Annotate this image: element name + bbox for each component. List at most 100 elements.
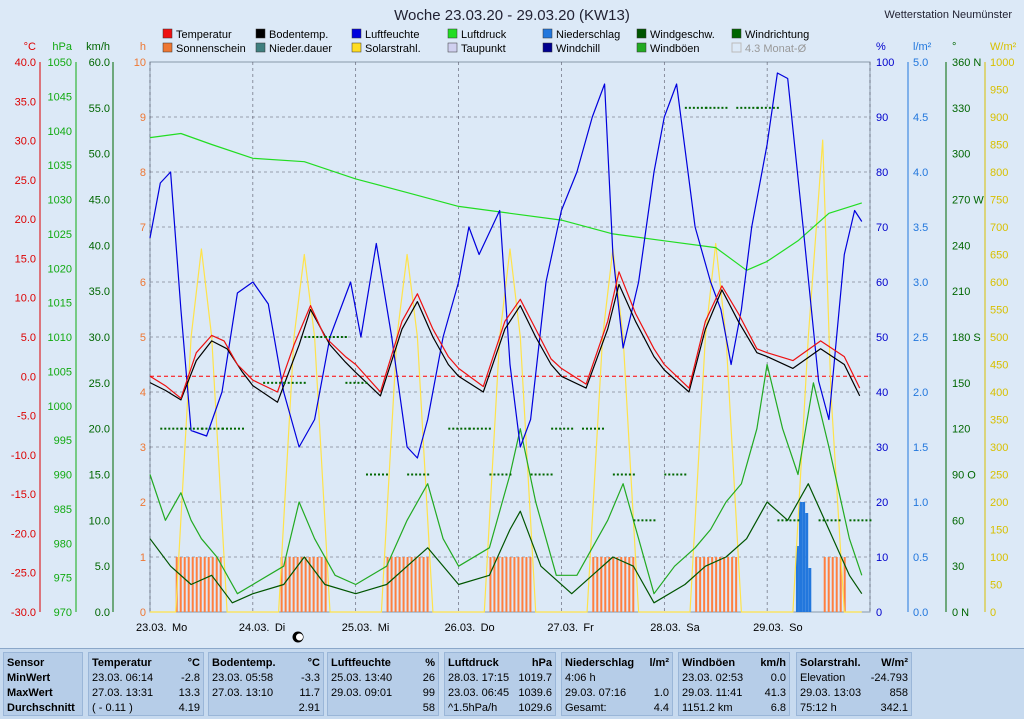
legend-label: Niederschlag [556, 29, 620, 41]
stats-cell-value: 26 [422, 672, 435, 684]
celsius-axis-tick: 40.0 [15, 57, 36, 69]
legend-label: 4.3 Monat-Ø [745, 43, 807, 55]
lm2-axis-tick: 2.5 [913, 332, 928, 344]
stats-cell-value: 11.7 [299, 687, 320, 699]
wind-direction-dot [242, 427, 244, 430]
wind-direction-dot [497, 473, 500, 476]
sunshine-bar [509, 557, 512, 612]
kmh-axis-tick: 35.0 [89, 286, 110, 298]
wind-direction-dot [340, 336, 343, 338]
degree-axis-tick: 300 [952, 149, 970, 161]
wind-direction-dot [752, 106, 755, 109]
stats-sensor-title: Sensor [7, 657, 45, 669]
stats-cell-label: 27.03. 13:10 [212, 687, 274, 699]
day-name-label: Do [481, 622, 495, 634]
hpa-axis-tick: 990 [54, 470, 72, 482]
percent-axis-tick: 10 [876, 552, 888, 564]
day-name-label: So [789, 622, 802, 634]
lm2-axis-unit: l/m² [913, 41, 932, 53]
wind-direction-dot [222, 427, 224, 430]
kmh-axis-tick: 20.0 [89, 424, 110, 436]
wind-direction-dot [349, 381, 352, 384]
precipitation-bar [802, 502, 806, 612]
wind-direction-dot [717, 106, 720, 109]
percent-axis-tick: 100 [876, 57, 894, 69]
kmh-axis-tick: 45.0 [89, 195, 110, 207]
sunshine-bar [304, 557, 307, 612]
wm2-axis-tick: 50 [990, 580, 1002, 592]
stats-unit: W/m² [881, 657, 908, 669]
wind-direction-dot [602, 427, 604, 430]
wind-direction-dot [407, 473, 410, 476]
stats-sensor: Sensor MinWert MaxWert Durchschnitt [3, 652, 83, 716]
sunshine-bar [616, 557, 619, 612]
wind-direction-dot [797, 519, 800, 522]
stats-bodentemp: Bodentemp. °C 23.03. 05:58 -3.3 27.03. 13:10… [208, 652, 324, 716]
stats-cell-value: 58 [422, 702, 435, 714]
wind-direction-dot [713, 106, 716, 109]
sunshine-bar [723, 557, 726, 612]
lm2-axis-tick: 4.0 [913, 167, 928, 179]
wind-direction-dot [176, 427, 179, 430]
stats-cell-label: 25.03. 13:40 [331, 672, 393, 684]
wind-direction-dot [196, 427, 199, 430]
wind-direction-dot [793, 519, 796, 522]
wind-direction-dot [748, 106, 751, 109]
stats-unit: l/m² [649, 657, 669, 669]
wind-direction-dot [452, 427, 455, 430]
stats-title: Temperatur [92, 657, 152, 669]
legend-label: Bodentemp. [269, 29, 328, 41]
wind-direction-dot [488, 427, 491, 430]
wind-direction-dot [184, 427, 187, 430]
sunshine-bar [179, 557, 182, 612]
wind-direction-dot [534, 473, 537, 476]
stats-cell-label: 29.03. 07:16 [565, 687, 627, 699]
legend-label: Sonnenschein [176, 43, 246, 55]
series-line-windgeschw [149, 483, 863, 604]
sunshine-bar [410, 557, 413, 612]
wind-direction-dot [489, 473, 492, 476]
wind-direction-dot [563, 427, 566, 430]
degree-axis-unit: ° [952, 41, 956, 53]
hpa-axis-tick: 1000 [48, 401, 72, 413]
wind-direction-dot [423, 473, 426, 476]
sunshine-bar [839, 557, 842, 612]
wind-direction-dot [382, 473, 384, 476]
stats-cell-value: 858 [889, 687, 908, 699]
wind-direction-dot [345, 381, 348, 384]
wind-direction-dot [217, 427, 220, 430]
wind-direction-dot [386, 473, 388, 476]
wind-direction-dot [776, 106, 779, 109]
stats-luftdruck: Luftdruck hPa 28.03. 17:15 1019.7 23.03. 06:… [444, 652, 556, 716]
sunshine-bar [695, 557, 698, 612]
wind-direction-dot [263, 381, 266, 384]
wind-direction-dot [551, 427, 554, 430]
celsius-axis-tick: 25.0 [15, 175, 36, 187]
degree-axis-tick: 90 O [952, 470, 976, 482]
lm2-axis-tick: 3.0 [913, 277, 928, 289]
legend-label: Windgeschw. [650, 29, 715, 41]
kmh-axis-tick: 5.0 [95, 561, 110, 573]
percent-axis-tick: 70 [876, 222, 888, 234]
wind-direction-dot [448, 427, 451, 430]
day-name-label: Mi [378, 622, 390, 634]
hours-axis-tick: 9 [140, 112, 146, 124]
sunshine-bar [525, 557, 528, 612]
sunshine-bar [489, 557, 492, 612]
wind-direction-dot [668, 473, 671, 476]
stats-title: Luftdruck [448, 657, 499, 669]
wind-direction-dot [168, 427, 171, 430]
sunshine-bar [296, 557, 299, 612]
lm2-axis-tick: 4.5 [913, 112, 928, 124]
stats-cell-value: 4.4 [653, 702, 669, 714]
wind-direction-dot [590, 427, 592, 430]
stats-cell-value: 6.8 [770, 702, 786, 714]
hpa-axis-tick: 1045 [48, 91, 72, 103]
celsius-axis-tick: -20.0 [11, 528, 36, 540]
wind-direction-dot [633, 519, 636, 522]
wm2-axis-tick: 850 [990, 140, 1008, 152]
wind-direction-dot [472, 427, 475, 430]
stats-title: Solarstrahl. [800, 657, 861, 669]
legend-swatch [255, 42, 266, 53]
stats-cell-value: 13.3 [178, 687, 200, 699]
